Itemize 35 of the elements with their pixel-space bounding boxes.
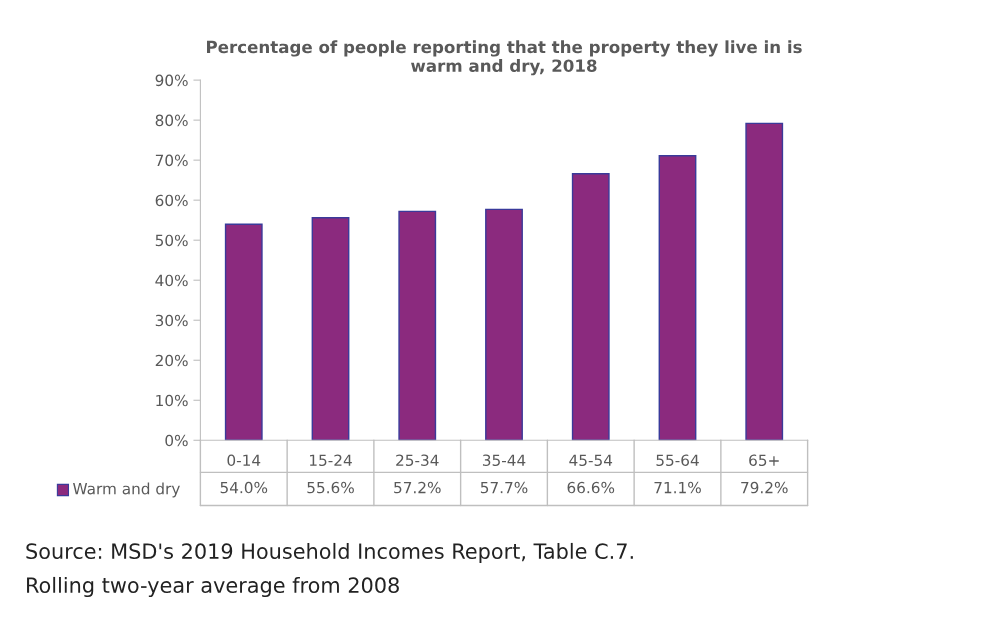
y-tick-label: 40% [155, 274, 188, 287]
text: 55.6% [307, 481, 354, 494]
y-tick-label: 60% [155, 194, 188, 207]
x-tick-label: 0-14 [227, 454, 261, 466]
y-tick-label: 50% [155, 234, 188, 247]
text: 54.0% [220, 481, 268, 494]
x-tick-label: 65+ [749, 454, 779, 466]
x-tick-label: 35-44 [482, 454, 526, 466]
y-tick-label: 20% [155, 354, 188, 367]
text: Rolling two-year average from 2008 [27, 576, 399, 598]
y-tick-label: 30% [155, 314, 188, 327]
bar [311, 217, 350, 441]
y-tick-label: 80% [155, 114, 188, 127]
bar [745, 122, 784, 441]
y-tick-label: 90% [155, 74, 188, 87]
source-note: Source: MSD's 2019 Household Incomes Report, Table C.7. [26, 542, 633, 564]
bar [224, 223, 263, 441]
x-tick-label: 15-24 [309, 454, 352, 466]
y-tick-label: 0% [165, 434, 188, 447]
text: 57.2% [394, 481, 441, 494]
bar [485, 208, 523, 441]
x-tick-label: 55-64 [656, 454, 699, 466]
legend-label: Warm and dry [73, 482, 180, 498]
text: 57.7% [480, 481, 528, 494]
bar [571, 173, 610, 441]
text: 66.6% [567, 481, 615, 494]
bar [658, 155, 697, 441]
x-tick-label: 25-34 [396, 454, 439, 466]
bar [398, 210, 437, 441]
text: 79.2% [741, 481, 788, 494]
y-tick-label: 10% [156, 394, 188, 407]
y-tick-label: 70% [155, 154, 188, 167]
text: 71.1% [654, 481, 701, 494]
chart-title: Percentage of people reporting that the property they live in is warm and dry, 2018 [207, 40, 802, 76]
x-tick-label: 45-54 [569, 454, 613, 466]
